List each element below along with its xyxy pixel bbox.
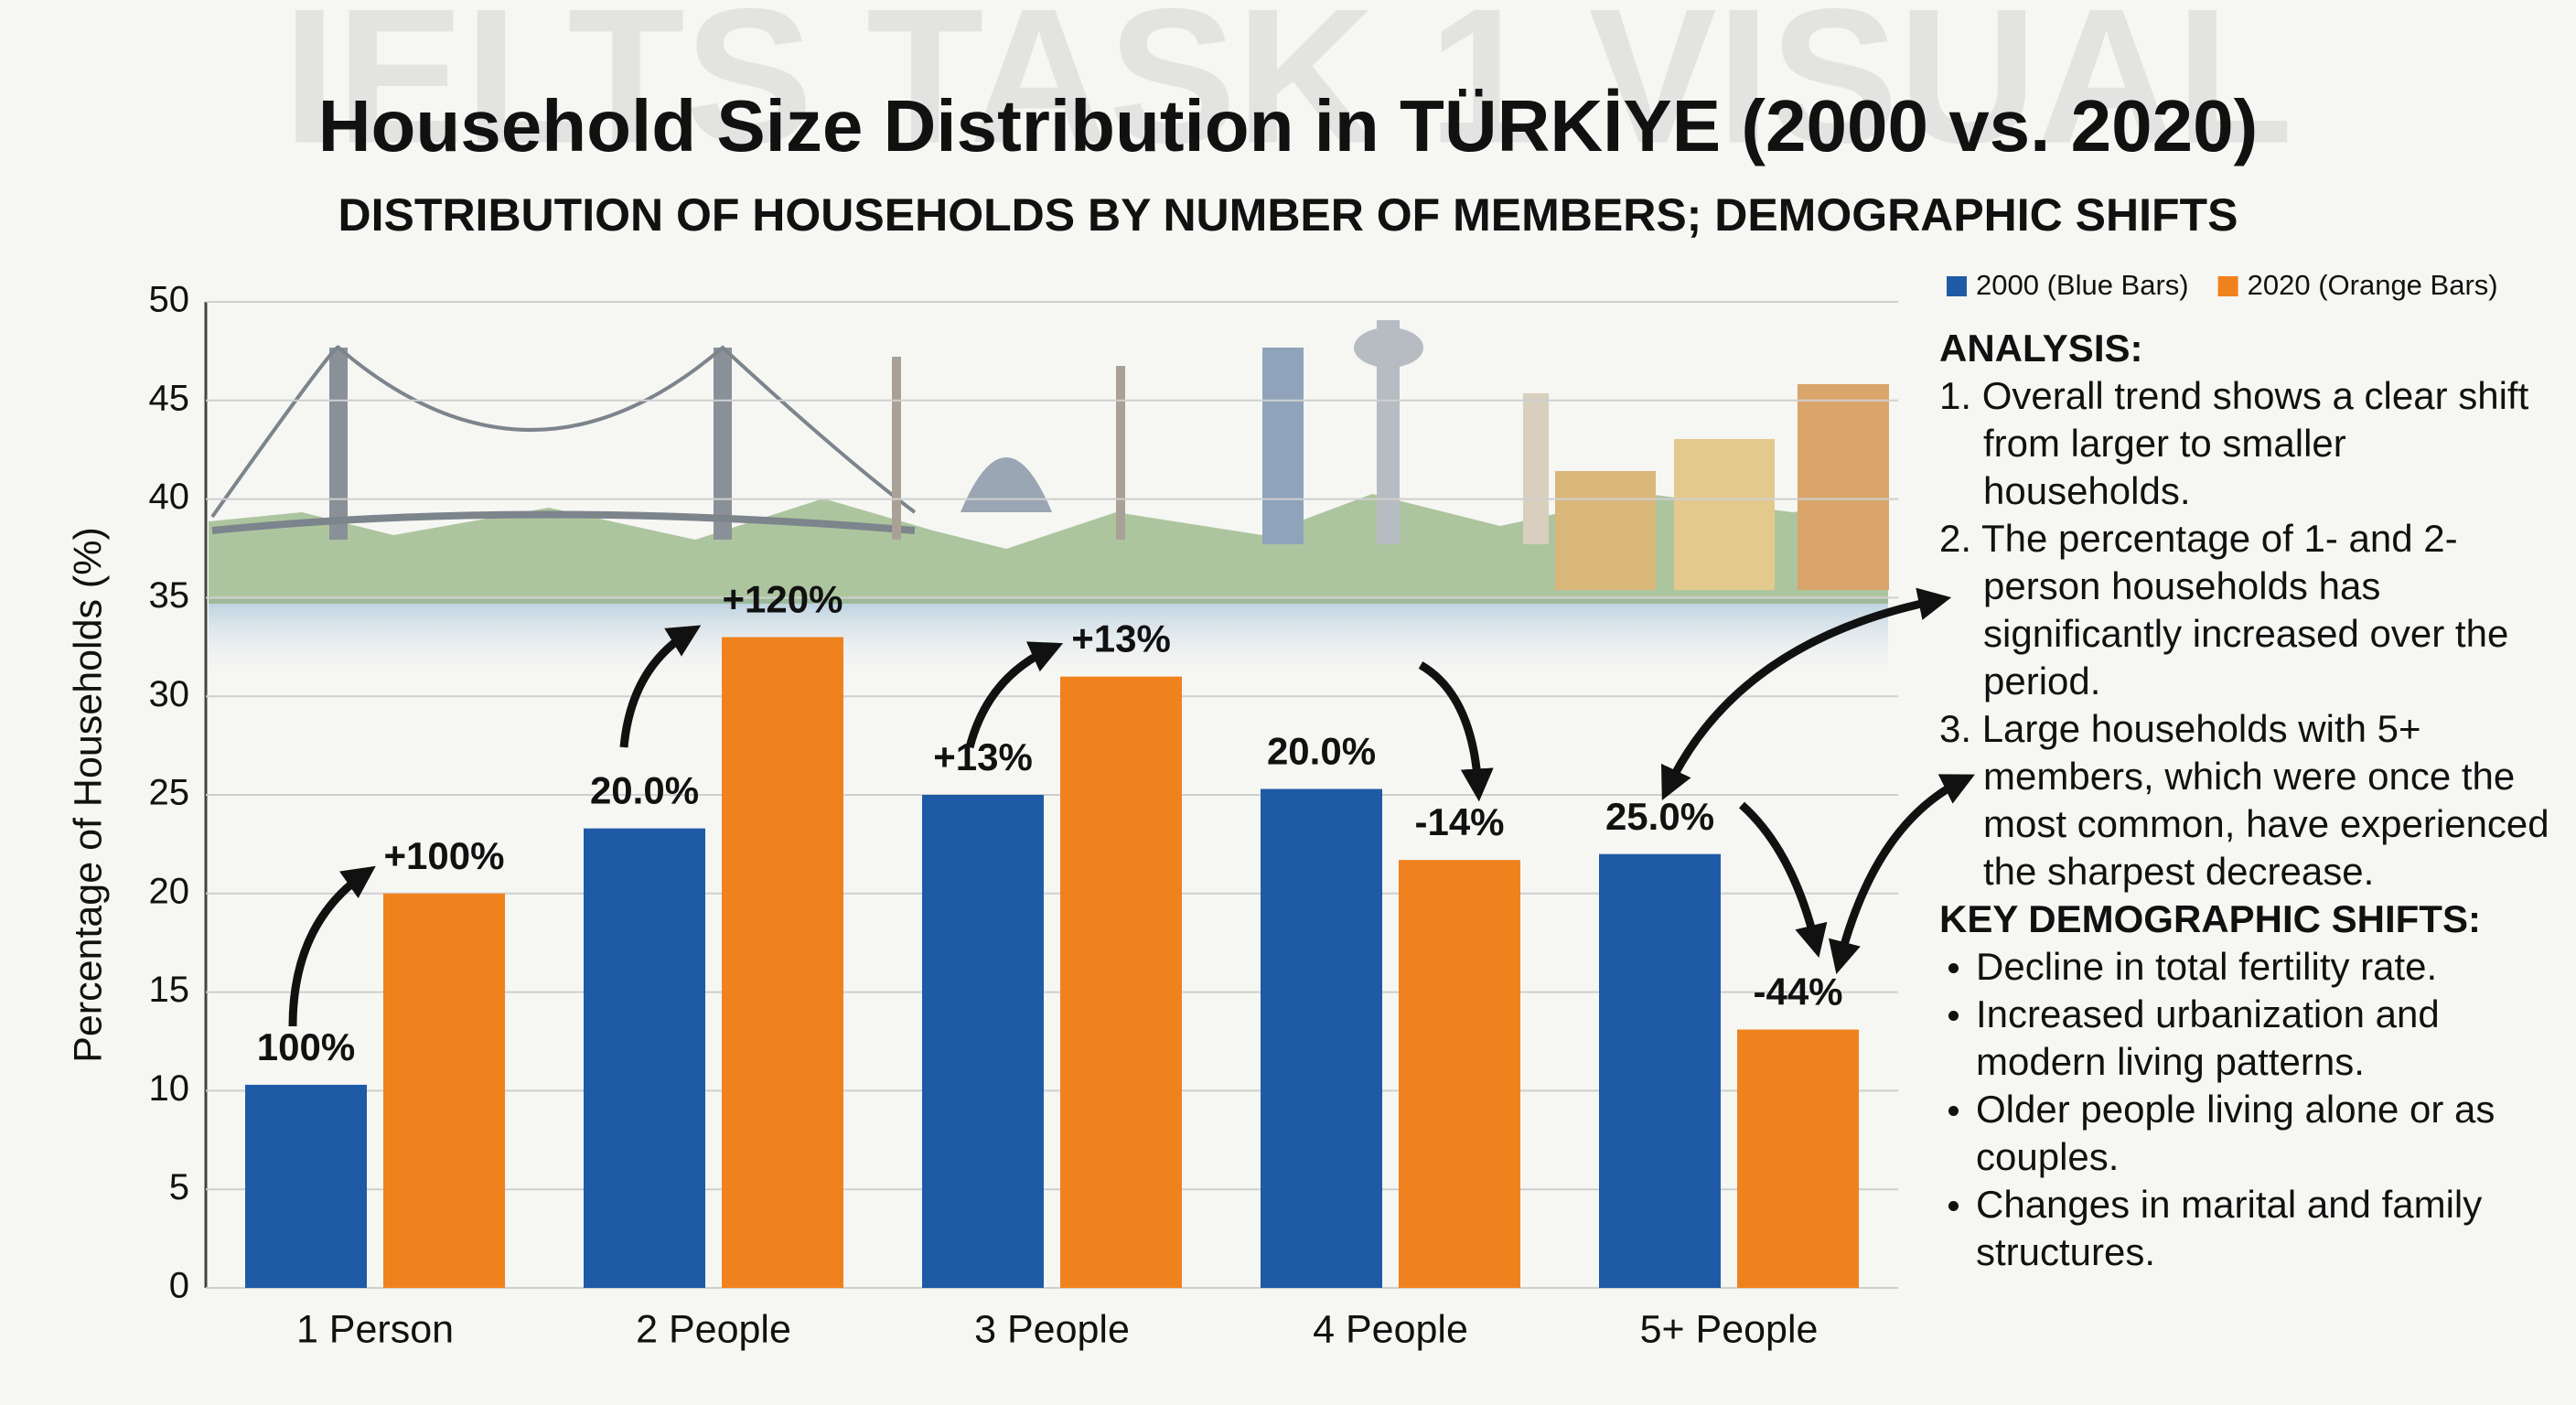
y-axis-label: Percentage of Households (%) [66,527,110,1063]
list-item: Increased urbanization and modern living… [1939,991,2561,1086]
x-tick-label: 2 People [636,1307,791,1351]
y-tick-label: 5 [169,1167,189,1207]
bar [922,795,1044,1288]
list-item: Older people living alone or as couples. [1939,1086,2561,1181]
y-tick-label: 15 [149,970,190,1010]
bar [1399,860,1520,1288]
skyline [209,320,1889,681]
chart-title: Household Size Distribution in TÜRKİYE (… [318,85,2258,166]
analysis-heading: ANALYSIS: [1939,327,2143,370]
x-tick-label: 1 Person [296,1307,454,1351]
bar-annotation: 100% [257,1025,355,1068]
bar [1261,788,1382,1288]
legend-swatch [2217,276,2238,296]
bar-annotation: 25.0% [1605,795,1714,838]
list-item: Changes in marital and family structures… [1939,1181,2561,1276]
bar-annotation: -44% [1753,971,1842,1014]
analysis-list: 1. Overall trend shows a clear shift fro… [1939,372,2561,896]
bar-annotation: +100% [384,834,505,877]
legend-label: 2020 (Orange Bars) [2248,269,2498,301]
bar-annotation: +120% [723,578,843,621]
watermark: IELTS TASK 1 VISUAL [283,0,2292,183]
bar-annotation: +13% [1071,617,1171,660]
legend-swatch [1947,276,1967,296]
key-shifts-heading: KEY DEMOGRAPHIC SHIFTS: [1939,897,2481,940]
y-tick-label: 20 [149,871,190,911]
y-tick-label: 10 [149,1068,190,1109]
chart-subtitle: DISTRIBUTION OF HOUSEHOLDS BY NUMBER OF … [338,189,2238,241]
bar [1060,676,1182,1288]
list-item: 3. Large households with 5+ members, whi… [1939,707,2549,893]
bar [1599,853,1721,1288]
bar [245,1084,367,1288]
y-tick-label: 0 [169,1266,189,1306]
y-tick-label: 35 [149,575,190,616]
key-shifts-list: Decline in total fertility rate. Increase… [1939,943,2561,1276]
list-item: 1. Overall trend shows a clear shift fro… [1939,374,2529,512]
bar [1737,1029,1859,1288]
bar [722,637,843,1288]
y-tick-label: 25 [149,773,190,813]
bar [584,828,705,1288]
x-tick-label: 4 People [1313,1307,1468,1351]
arrows [288,587,1975,1027]
bar-annotation: 20.0% [590,769,699,812]
bar-annotation: 20.0% [1267,730,1376,773]
x-tick-label: 3 People [974,1307,1130,1351]
y-tick-label: 45 [149,378,190,418]
list-item: 2. The percentage of 1- and 2-person hou… [1939,517,2509,702]
x-tick-label: 5+ People [1640,1307,1819,1351]
list-item: Decline in total fertility rate. [1939,943,2561,991]
bar-annotation: -14% [1414,800,1504,843]
y-tick-label: 40 [149,477,190,517]
y-tick-label: 30 [149,674,190,714]
bar-annotation: +13% [933,735,1033,778]
bar [383,893,505,1288]
y-tick-label: 50 [149,280,190,320]
analysis-panel: ANALYSIS: 1. Overall trend shows a clear… [1939,325,2561,1276]
legend-label: 2000 (Blue Bars) [1976,269,2189,301]
